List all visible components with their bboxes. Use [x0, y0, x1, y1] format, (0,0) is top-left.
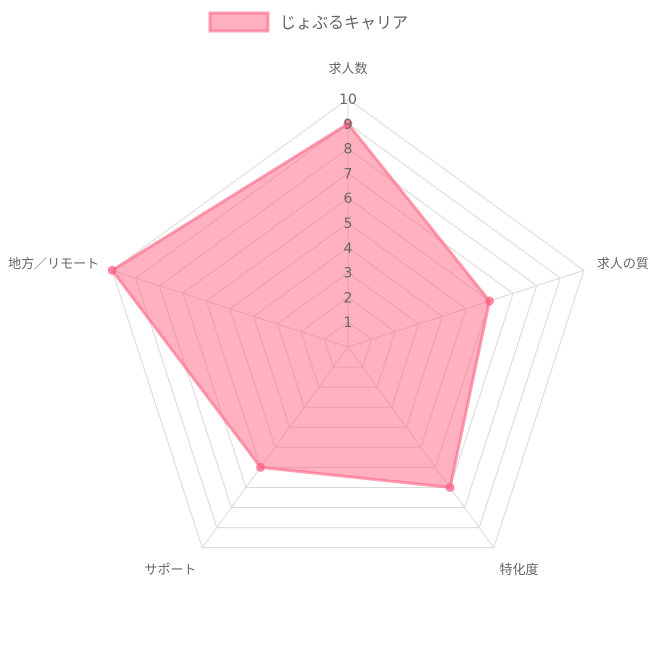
tick-label-7: 7 — [344, 166, 353, 182]
category-label-2: 特化度 — [500, 562, 539, 578]
category-label-4: 地方／リモート — [8, 256, 99, 272]
data-point-3[interactable] — [256, 462, 266, 472]
tick-label-2: 2 — [344, 290, 353, 306]
series-area-0 — [110, 122, 492, 489]
tick-label-6: 6 — [344, 191, 353, 207]
legend-swatch-jobble-career[interactable] — [208, 11, 270, 33]
data-point-4[interactable] — [107, 265, 117, 275]
data-point-0[interactable] — [343, 119, 353, 129]
tick-label-3: 3 — [344, 266, 353, 282]
data-point-1[interactable] — [485, 296, 495, 306]
tick-layer: 1 2 3 4 5 6 7 8 9 10 — [339, 92, 357, 331]
legend[interactable]: じょぶるキャリア — [208, 11, 408, 33]
legend-label-jobble-career[interactable]: じょぶるキャリア — [280, 13, 408, 32]
category-label-0: 求人数 — [328, 62, 367, 77]
data-point-2[interactable] — [445, 482, 455, 492]
series-layer — [107, 119, 495, 492]
tick-label-9: 9 — [344, 117, 353, 133]
grid-ring-10 — [111, 98, 585, 549]
tick-label-4: 4 — [344, 241, 353, 257]
category-label-3: サポート — [144, 563, 196, 578]
tick-label-8: 8 — [344, 142, 353, 158]
tick-label-1: 1 — [344, 315, 353, 331]
category-label-1: 求人の質 — [597, 257, 649, 272]
tick-label-10: 10 — [339, 92, 357, 108]
tick-label-5: 5 — [344, 216, 353, 232]
